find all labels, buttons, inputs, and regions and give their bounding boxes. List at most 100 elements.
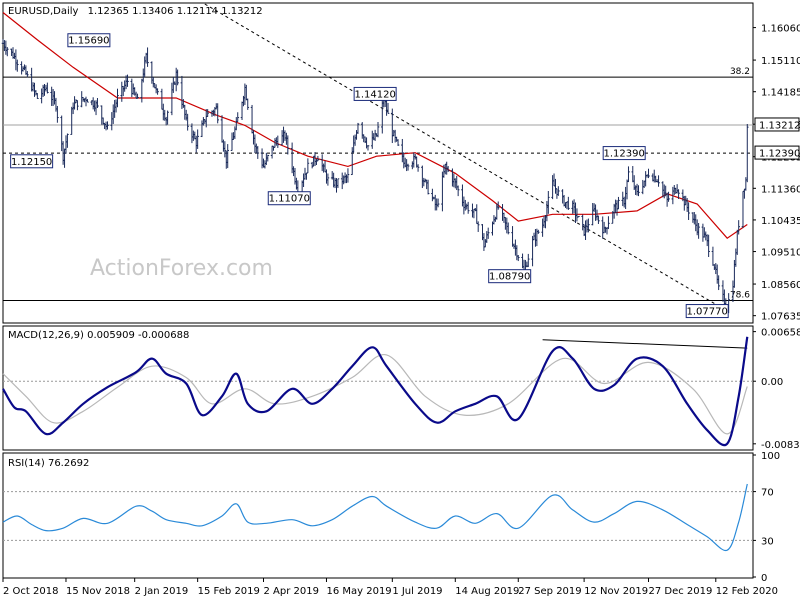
price-bar — [745, 123, 749, 183]
price-bar — [26, 71, 29, 78]
price-bar — [526, 253, 530, 268]
price-annotation-1.11070: 1.11070 — [267, 191, 311, 206]
price-bar — [316, 155, 320, 162]
price-bar — [687, 202, 690, 220]
price-bar — [36, 93, 39, 99]
macd-tick-0.00: 0.00 — [761, 377, 783, 388]
price-bar — [266, 154, 270, 162]
price-bar — [176, 69, 179, 86]
rsi-tick-30: 30 — [761, 536, 774, 547]
macd-panel-frame — [2, 325, 754, 451]
price-bar — [637, 185, 640, 197]
price-bar — [486, 227, 490, 239]
x-tick-4: 2 Apr 2019 — [263, 586, 318, 597]
price-bar — [436, 198, 440, 208]
price-annotation-1.12390: 1.12390 — [602, 146, 646, 161]
price-bar — [46, 82, 49, 94]
price-bar — [647, 168, 650, 179]
price-bar — [5, 47, 9, 57]
price-bar — [426, 179, 430, 195]
price-tick-1.09510: 1.09510 — [761, 248, 800, 259]
current-price-label-text: 1.13212 — [759, 120, 800, 131]
price-trendline — [204, 3, 728, 312]
price-bar — [607, 216, 610, 230]
price-annotation-1.08790: 1.08790 — [488, 269, 532, 284]
price-bar — [537, 229, 540, 234]
price-bar — [56, 105, 59, 123]
price-bar — [216, 103, 219, 124]
price-tick-1.07635: 1.07635 — [761, 312, 800, 323]
price-bar — [146, 47, 149, 67]
price-bar — [16, 59, 19, 72]
x-tick-9: 12 Nov 2019 — [584, 586, 648, 597]
x-tick-3: 15 Feb 2019 — [198, 586, 260, 597]
price-bar — [166, 110, 169, 125]
price-bar — [366, 145, 370, 151]
x-tick-6: 1 Jul 2019 — [392, 586, 442, 597]
macd-line — [2, 336, 749, 447]
price-bar — [446, 165, 450, 172]
price-bar — [376, 122, 380, 138]
price-bar — [516, 254, 520, 262]
rsi-tick-70: 70 — [761, 488, 774, 499]
price-annotation-1.07770: 1.07770 — [685, 304, 729, 319]
price-panel-frame — [2, 2, 754, 324]
annotation-label: 1.15690 — [68, 36, 109, 47]
price-bar — [196, 129, 199, 149]
level-price-label-text: 1.12390 — [759, 149, 800, 160]
price-bar — [456, 185, 460, 197]
price-bar — [106, 121, 109, 130]
macd-trendline — [542, 339, 748, 349]
price-bar — [627, 166, 630, 183]
price-bar — [737, 220, 740, 235]
price-bar — [226, 144, 230, 169]
price-bar — [116, 88, 119, 108]
price-bar — [597, 215, 600, 224]
watermark: ActionForex.com — [90, 256, 273, 281]
price-bar — [76, 100, 79, 111]
price-bar — [306, 158, 310, 174]
price-panel-title: EURUSD,Daily 1.12365 1.13406 1.12114 1.1… — [8, 6, 263, 17]
price-bar — [336, 178, 340, 189]
annotation-label: 1.07770 — [687, 307, 728, 318]
price-bar — [496, 201, 500, 210]
price-bar — [697, 223, 700, 239]
price-bar — [406, 163, 410, 171]
price-bar — [667, 191, 670, 202]
price-bar — [86, 99, 89, 103]
fib-label-38.2: 38.2 — [730, 67, 750, 77]
x-tick-0: 2 Oct 2018 — [3, 586, 58, 597]
macd-tick--0.008312: -0.008312 — [761, 440, 800, 451]
annotation-label: 1.12150 — [11, 157, 52, 168]
price-tick-1.16060: 1.16060 — [761, 24, 800, 35]
price-bar — [326, 173, 330, 186]
price-bar — [276, 135, 280, 148]
price-bar — [476, 221, 480, 232]
price-bar — [657, 175, 660, 187]
price-tick-1.15110: 1.15110 — [761, 56, 800, 67]
price-annotation-1.12150: 1.12150 — [10, 154, 54, 169]
price-tick-1.11360: 1.11360 — [761, 184, 800, 195]
price-bar — [396, 139, 400, 146]
price-bar — [506, 222, 510, 235]
price-bar — [156, 88, 159, 95]
price-bar — [256, 145, 260, 159]
price-bar — [547, 190, 550, 214]
price-bar — [577, 215, 580, 218]
price-bar — [286, 135, 290, 155]
x-tick-1: 15 Nov 2018 — [66, 586, 130, 597]
current-price-label: 1.13212 — [754, 117, 800, 132]
level-price-label: 1.12390 — [754, 145, 800, 160]
rsi-tick-100: 100 — [761, 451, 780, 462]
price-bar — [66, 133, 69, 148]
rsi-panel-title: RSI(14) 76.2692 — [8, 458, 89, 469]
price-tick-1.14185: 1.14185 — [761, 88, 800, 99]
macd-panel-title: MACD(12,26,9) 0.005909 -0.000688 — [8, 330, 189, 341]
x-tick-8: 27 Sep 2019 — [518, 586, 581, 597]
price-bar — [246, 98, 250, 110]
x-tick-5: 16 May 2019 — [326, 586, 391, 597]
price-bar — [557, 186, 560, 196]
price-bar — [617, 196, 620, 210]
ohlc-readout: 1.12365 1.13406 1.12114 1.13212 — [88, 6, 263, 17]
rsi-tick-0: 0 — [761, 573, 767, 584]
